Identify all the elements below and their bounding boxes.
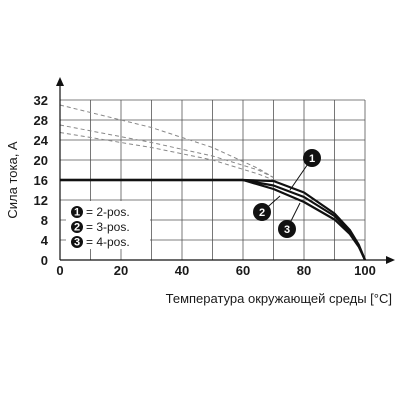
legend-label: = 3-pos. bbox=[86, 220, 130, 234]
y-axis-arrow bbox=[56, 77, 64, 86]
dashed-derating-curve bbox=[59, 104, 274, 178]
derating-curves bbox=[59, 104, 274, 181]
y-tick-label: 20 bbox=[34, 153, 48, 168]
legend: 1 = 2-pos. 2 = 3-pos. 3 = 4-pos. bbox=[66, 201, 150, 249]
dashed-derating-curve bbox=[59, 132, 274, 181]
y-axis-label: Сила тока, А bbox=[5, 141, 20, 219]
y-tick-label: 0 bbox=[41, 253, 48, 268]
dashed-derating-curve bbox=[59, 124, 274, 178]
legend-marker-1 bbox=[71, 206, 83, 218]
marker-circle-2 bbox=[253, 203, 271, 221]
legend-label: = 4-pos. bbox=[86, 235, 130, 249]
marker-number-3: 3 bbox=[284, 224, 290, 236]
marker-circle-3 bbox=[278, 220, 296, 238]
x-tick-label: 0 bbox=[56, 263, 63, 278]
legend-marker-3 bbox=[71, 236, 83, 248]
y-tick-label: 16 bbox=[34, 173, 48, 188]
legend-marker-number: 3 bbox=[74, 237, 80, 249]
x-tick-label: 60 bbox=[236, 263, 250, 278]
y-tick-label: 24 bbox=[34, 133, 49, 148]
series-line-3 bbox=[60, 178, 366, 261]
x-tick-label: 80 bbox=[297, 263, 311, 278]
y-tick-label: 8 bbox=[41, 213, 48, 228]
legend-label: = 2-pos. bbox=[86, 205, 130, 219]
series-lines bbox=[60, 178, 367, 261]
axes bbox=[56, 77, 395, 264]
y-tick-label: 28 bbox=[34, 113, 48, 128]
x-axis-label: Температура окружающей среды [°C] bbox=[166, 291, 392, 306]
y-tick-label: 4 bbox=[41, 233, 49, 248]
x-tick-label: 20 bbox=[114, 263, 128, 278]
series-markers: 1 2 3 bbox=[253, 149, 321, 238]
x-axis-arrow bbox=[386, 256, 395, 264]
marker-number-1: 1 bbox=[309, 153, 315, 165]
legend-marker-2 bbox=[71, 221, 83, 233]
legend-marker-number: 2 bbox=[74, 222, 80, 234]
x-tick-label: 100 bbox=[354, 263, 376, 278]
legend-marker-number: 1 bbox=[74, 207, 80, 219]
x-tick-label: 40 bbox=[175, 263, 189, 278]
y-tick-label: 12 bbox=[34, 193, 48, 208]
marker-number-2: 2 bbox=[259, 207, 265, 219]
marker-circle-1 bbox=[303, 149, 321, 167]
y-tick-label: 32 bbox=[34, 93, 48, 108]
